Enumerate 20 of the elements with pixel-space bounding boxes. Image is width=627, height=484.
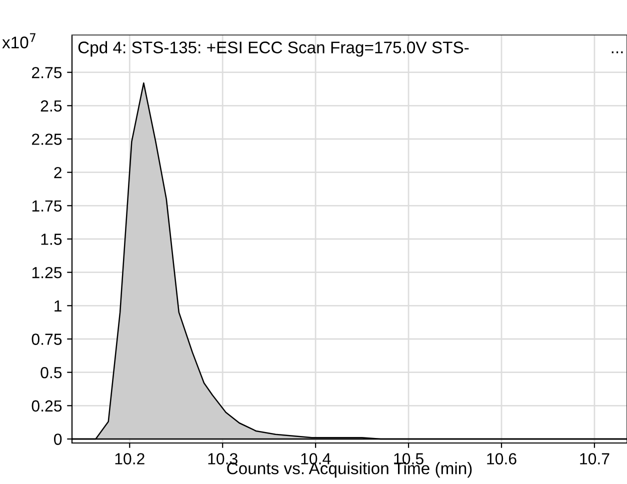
x-tick-label: 10.7 (580, 453, 610, 464)
x-tick-label: 10.6 (487, 453, 516, 464)
y-tick-label: 0.25 (32, 400, 62, 412)
y-tick-label: 0.75 (32, 334, 62, 345)
x-tick-label: 10.4 (301, 453, 331, 464)
y-tick-label: 2.25 (32, 134, 62, 145)
y-tick-label: 0.5 (40, 366, 62, 378)
x-tick-label: 10.2 (115, 453, 144, 464)
x-tick-label: 10.3 (208, 453, 238, 464)
y-tick-label: 2 (54, 166, 62, 178)
chart-title: Cpd 4: STS-135: +ESI ECC Scan Frag=175.0V STS- (78, 41, 469, 57)
y-tick-label: 2.75 (32, 66, 62, 78)
y-tick-label: 1.5 (41, 234, 62, 245)
y-tick-label: 0 (54, 434, 62, 445)
y-tick-label: 1 (54, 300, 62, 312)
y-tick-label: 1.25 (32, 266, 62, 278)
text: x10$^{7}$ (2, 33, 36, 48)
annotation: ... (612, 51, 623, 54)
y-tick-label: 1.75 (32, 200, 62, 212)
y-tick-label: 2.5 (40, 100, 62, 112)
